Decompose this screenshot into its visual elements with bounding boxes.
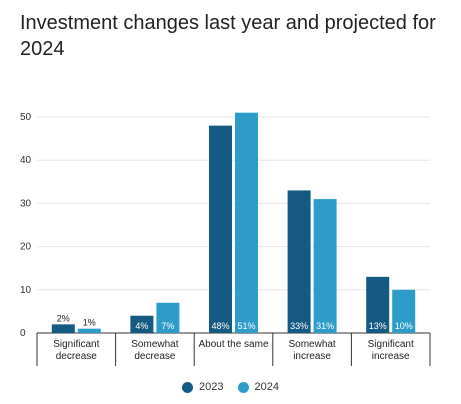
bar-2023 [209, 125, 232, 333]
y-tick-label: 30 [20, 198, 32, 209]
bar-2024 [156, 302, 180, 333]
data-label: 33% [290, 321, 308, 331]
data-label: 10% [395, 321, 413, 331]
x-tick-label: About the same [198, 339, 268, 350]
legend-item-2023: 2023 [182, 381, 224, 393]
bar-2023 [366, 276, 390, 333]
x-tick-label: increase [293, 351, 331, 362]
bar-2024 [313, 199, 337, 333]
bar-2024 [392, 289, 416, 333]
chart-title: Investment changes last year and project… [20, 12, 436, 60]
data-label: 51% [237, 321, 255, 331]
data-label: 2% [57, 313, 70, 323]
x-tick-label: Somewhat [131, 339, 178, 350]
legend-label-2023: 2023 [199, 381, 224, 393]
legend-swatch-2024 [237, 381, 249, 393]
legend-label-2024: 2024 [254, 381, 279, 393]
x-tick-label: decrease [134, 351, 176, 362]
x-tick-label: Significant [368, 339, 414, 350]
x-tick-label: increase [372, 351, 410, 362]
x-tick-label: Somewhat [288, 339, 335, 350]
legend: 2023 2024 [0, 381, 461, 393]
y-tick-label: 40 [20, 155, 32, 166]
bar-2023 [287, 190, 311, 333]
data-label: 48% [211, 321, 229, 331]
bar-2024 [77, 328, 101, 333]
y-tick-label: 0 [20, 328, 26, 339]
legend-item-2024: 2024 [237, 381, 279, 393]
data-label: 4% [135, 321, 148, 331]
data-label: 31% [316, 321, 334, 331]
legend-swatch-2023 [182, 381, 194, 393]
data-label: 13% [369, 321, 387, 331]
y-tick-label: 20 [20, 242, 32, 253]
data-label: 1% [83, 318, 96, 328]
data-label: 7% [161, 321, 174, 331]
bar-2024 [235, 112, 258, 334]
x-tick-label: decrease [56, 351, 98, 362]
bar-2023 [130, 315, 154, 333]
y-tick-label: 10 [20, 285, 32, 296]
x-tick-label: Significant [53, 339, 99, 350]
y-tick-label: 50 [20, 112, 32, 123]
bar-2023 [51, 324, 75, 333]
